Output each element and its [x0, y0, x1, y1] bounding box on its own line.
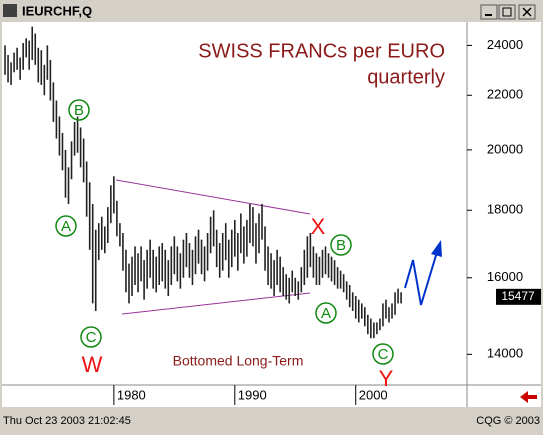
- annotation-circle: [80, 326, 102, 348]
- plot-background: [2, 22, 541, 407]
- status-bar: [0, 409, 543, 430]
- annotation-circle: [372, 343, 394, 365]
- wave-label: W: [82, 352, 103, 377]
- x-tick-label: 1990: [238, 387, 267, 402]
- annotation-circle: [315, 302, 337, 324]
- wave-label: B: [74, 102, 84, 119]
- x-tick-label: 2000: [359, 387, 388, 402]
- annotation: Bottomed Long-Term: [173, 353, 304, 369]
- last-value-box: [496, 288, 541, 305]
- y-tick-label: 18000: [487, 202, 523, 217]
- y-tick-label: 20000: [487, 141, 523, 156]
- window-buttons[interactable]: [480, 4, 536, 20]
- chart-subtitle: quarterly: [367, 66, 445, 88]
- annotation-circle: [330, 234, 352, 256]
- wave-label: X: [311, 214, 326, 239]
- status-time: Thu Oct 23 2003 21:02:45: [3, 415, 131, 427]
- y-tick-label: 22000: [487, 87, 523, 102]
- maximize-button[interactable]: [498, 4, 516, 20]
- last-value-label: 15477: [501, 289, 535, 303]
- wave-label: Y: [379, 366, 394, 391]
- status-copyright: CQG © 2003: [476, 415, 540, 427]
- wave-label: A: [61, 218, 71, 235]
- triangle-lines: [115, 179, 311, 315]
- minimize-button[interactable]: [480, 4, 498, 20]
- scroll-arrow[interactable]: [520, 391, 537, 403]
- y-tick-label: 14000: [487, 346, 523, 361]
- projection-arrow: [404, 240, 442, 306]
- app-icon: [3, 4, 17, 17]
- window-title: IEURCHF,Q: [22, 3, 92, 18]
- x-tick-label: 1980: [117, 387, 146, 402]
- wave-label: C: [86, 329, 97, 346]
- chart-title: SWISS FRANCs per EURO: [198, 40, 445, 62]
- y-tick-label: 24000: [487, 37, 523, 52]
- wave-label: A: [321, 305, 331, 322]
- title-bar: [0, 0, 543, 22]
- annotation-circle: [68, 99, 90, 121]
- y-tick-label: 16000: [487, 269, 523, 284]
- wave-label: B: [336, 237, 346, 254]
- annotation-circle: [55, 215, 77, 237]
- wave-label: C: [378, 346, 389, 363]
